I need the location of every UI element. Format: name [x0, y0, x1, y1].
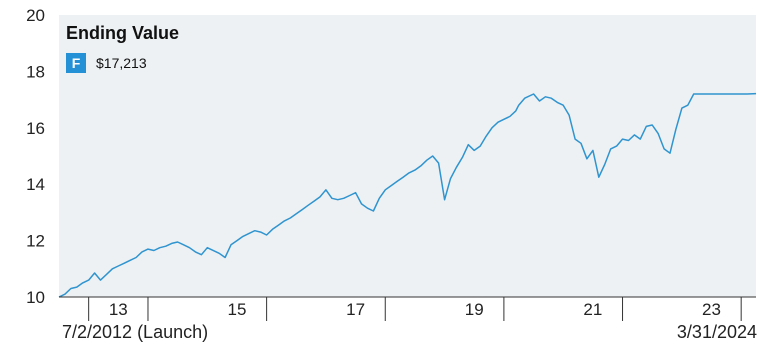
legend-series-badge: F [66, 53, 86, 73]
legend-entry: F $17,213 [66, 53, 147, 73]
start-date-label: 7/2/2012 (Launch) [62, 322, 209, 342]
y-tick-label: 20 [26, 6, 45, 25]
plot-area [59, 15, 756, 297]
x-tick-label: 23 [702, 300, 721, 319]
y-axis-ticks: 10 12 14 16 18 20 [26, 6, 45, 307]
x-tick-label: 17 [346, 300, 365, 319]
y-tick-label: 18 [26, 62, 45, 81]
series-line-F [58, 92, 757, 298]
legend-ending-value: $17,213 [96, 55, 147, 71]
legend-title: Ending Value [66, 23, 180, 43]
end-date-label: 3/31/2024 [676, 322, 757, 342]
x-tick-label: 21 [583, 300, 602, 319]
x-tick-label: 13 [109, 300, 128, 319]
x-tick-label: 19 [465, 300, 484, 319]
y-tick-label: 12 [26, 232, 45, 251]
series-layer [58, 92, 757, 298]
y-tick-label: 14 [26, 175, 45, 194]
x-axis-ticks: 13 15 17 19 21 23 [88, 297, 742, 321]
y-tick-label: 16 [26, 119, 45, 138]
x-tick-label: 15 [227, 300, 246, 319]
y-tick-label: 10 [26, 288, 45, 307]
